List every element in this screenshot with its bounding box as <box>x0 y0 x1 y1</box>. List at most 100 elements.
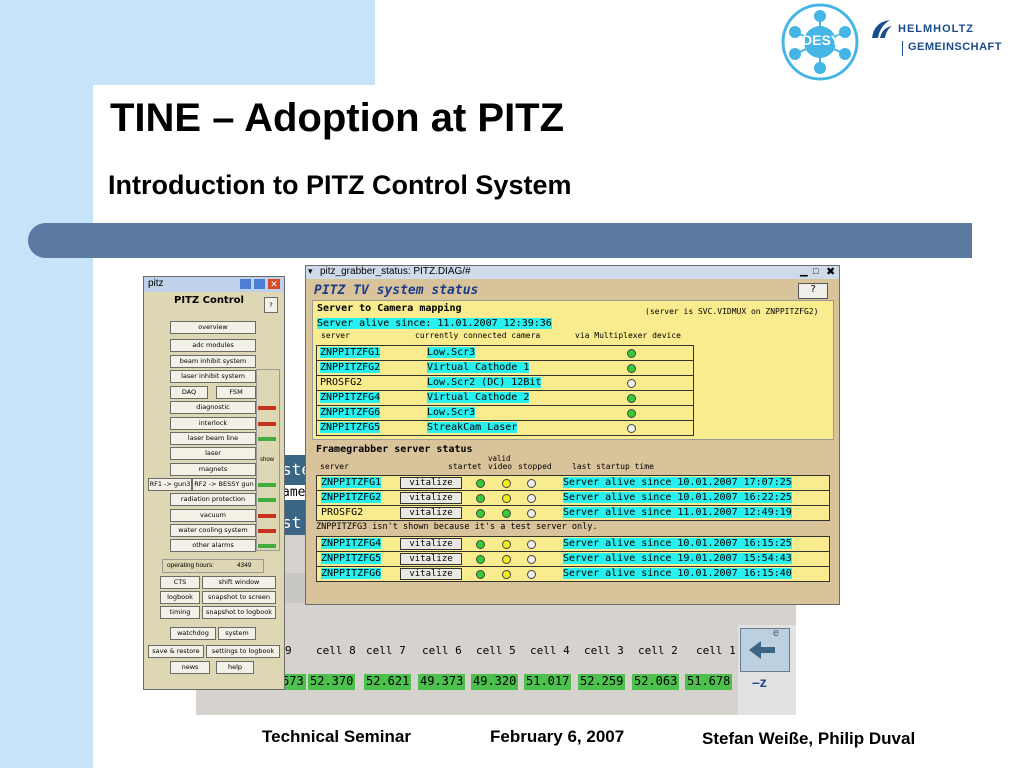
rf1-gun3-button[interactable]: RF1 -> gun3 <box>148 478 192 491</box>
maximize-icon[interactable]: □ <box>813 266 819 276</box>
cell-label-5: cell 5 <box>476 644 516 657</box>
mapping-camera: Low.Scr3 <box>427 347 476 358</box>
cell-label-9: 9 <box>285 644 292 657</box>
stopped-indicator-icon <box>527 509 536 518</box>
top-decor-bar <box>0 0 375 85</box>
startet-indicator-icon <box>476 479 485 488</box>
fg-server: ZNPPITZFG2 <box>321 492 382 503</box>
laser-button[interactable]: laser <box>170 447 256 460</box>
fg-server: PROSFG2 <box>321 507 364 518</box>
left-decor-bar <box>0 0 93 768</box>
pitz-window-title: pitz <box>148 278 164 289</box>
pitz-window-titlebar[interactable]: pitz ✕ <box>144 277 284 292</box>
pitz-heading: PITZ Control <box>174 295 244 306</box>
settings-logbook-button[interactable]: settings to logbook <box>206 645 280 658</box>
beam-direction-button[interactable]: e <box>740 627 790 672</box>
pitz-control-window[interactable]: pitz ✕ PITZ Control ? overview adc modul… <box>143 276 285 690</box>
startet-indicator-icon <box>476 540 485 549</box>
mapping-camera: Low.Scr3 <box>427 407 476 418</box>
daq-button[interactable]: DAQ <box>170 386 208 399</box>
framegrabber-row: ZNPPITZFG6 vitalize Server alive since 1… <box>316 566 830 582</box>
fsm-button[interactable]: FSM <box>216 386 256 399</box>
diagnostic-button[interactable]: diagnostic <box>170 401 256 414</box>
vitalize-button[interactable]: vitalize <box>400 477 462 489</box>
cell-label-2: cell 2 <box>638 644 678 657</box>
laser-beam-line-button[interactable]: laser beam line <box>170 432 256 445</box>
vacuum-button[interactable]: vacuum <box>170 509 256 522</box>
mapping-server: ZNPPITZFG4 <box>320 392 381 403</box>
status-indicator-icon <box>627 394 636 403</box>
mapping-row: ZNPPITZFG1 Low.Scr3 <box>316 345 694 361</box>
vitalize-button[interactable]: vitalize <box>400 492 462 504</box>
laser-beam-indicator <box>258 437 276 441</box>
show-label: show <box>260 457 275 463</box>
fg-status: Server alive since 11.01.2007 12:49:19 <box>563 507 792 518</box>
watchdog-button[interactable]: watchdog <box>170 627 216 640</box>
grabber-window-titlebar[interactable]: ▾ pitz_grabber_status: PITZ.DIAG/# ▁ □ ✖ <box>306 266 839 279</box>
magnets-button[interactable]: magnets <box>170 463 256 476</box>
mapping-row: ZNPPITZFG4 Virtual Cathode 2 <box>316 390 694 406</box>
col-mux: via Multiplexer device <box>575 331 681 340</box>
help-button[interactable]: help <box>216 661 254 674</box>
col-startet: startet <box>448 462 482 471</box>
slide-subtitle: Introduction to PITZ Control System <box>108 170 572 200</box>
snapshot-logbook-button[interactable]: snapshot to logbook <box>202 606 276 619</box>
mapping-camera: Virtual Cathode 2 <box>427 392 530 403</box>
rf-indicator <box>258 483 276 487</box>
helmholtz-line2: GEMEINSCHAFT <box>908 41 1002 53</box>
mapping-camera: Virtual Cathode 1 <box>427 362 530 373</box>
grabber-help-button[interactable]: ? <box>798 283 828 299</box>
mapping-camera: StreakCam Laser <box>427 422 518 433</box>
fg-status: Server alive since 10.01.2007 17:07:25 <box>563 477 792 488</box>
minimize-icon[interactable] <box>240 279 251 289</box>
status-indicator-icon <box>627 409 636 418</box>
mapping-row: ZNPPITZFG2 Virtual Cathode 1 <box>316 360 694 376</box>
logbook-button[interactable]: logbook <box>160 591 200 604</box>
radiation-protection-button[interactable]: radiation protection <box>170 493 256 506</box>
adc-modules-button[interactable]: adc modules <box>170 339 256 352</box>
window-menu-icon[interactable]: ▾ <box>308 266 313 276</box>
col-camera: currently connected camera <box>415 331 541 340</box>
beam-inhibit-button[interactable]: beam inhibit system <box>170 355 256 368</box>
overview-button[interactable]: overview <box>170 321 256 334</box>
startet-indicator-icon <box>476 570 485 579</box>
cell-value-3: 52.259 <box>578 674 626 690</box>
fg-status: Server alive since 10.01.2007 16:15:25 <box>563 538 792 549</box>
shift-window-button[interactable]: shift window <box>202 576 276 589</box>
mapping-server: PROSFG2 <box>320 377 363 388</box>
cell-value-2: 52.063 <box>632 674 680 690</box>
news-button[interactable]: news <box>170 661 210 674</box>
slide-title: TINE – Adoption at PITZ <box>110 96 565 140</box>
col-server: server <box>321 331 350 340</box>
cell-value-8: 52.370 <box>308 674 356 690</box>
water-cooling-button[interactable]: water cooling system <box>170 524 256 537</box>
cell-value-6: 49.373 <box>418 674 466 690</box>
other-alarms-button[interactable]: other alarms <box>170 539 256 552</box>
rf2-bessy-gun-button[interactable]: RF2 -> BESSY gun <box>192 478 256 491</box>
pitz-help-button[interactable]: ? <box>264 297 278 313</box>
snapshot-screen-button[interactable]: snapshot to screen <box>202 591 276 604</box>
footer-center: February 6, 2007 <box>490 727 625 746</box>
valid-video-indicator-icon <box>502 570 511 579</box>
vitalize-button[interactable]: vitalize <box>400 553 462 565</box>
status-indicator-icon <box>627 349 636 358</box>
minimize-icon[interactable]: ▁ <box>800 266 808 277</box>
operating-hours: operating hours: 4349 <box>162 559 264 573</box>
save-restore-button[interactable]: save & restore <box>148 645 204 658</box>
cell-value-7: 52.621 <box>364 674 412 690</box>
cell-value-4: 51.017 <box>524 674 572 690</box>
interlock-button[interactable]: interlock <box>170 417 256 430</box>
laser-inhibit-button[interactable]: laser inhibit system <box>170 370 256 383</box>
cts-button[interactable]: CTS <box>160 576 200 589</box>
vitalize-button[interactable]: vitalize <box>400 538 462 550</box>
grabber-status-window[interactable]: ▾ pitz_grabber_status: PITZ.DIAG/# ▁ □ ✖… <box>305 265 840 605</box>
timing-button[interactable]: timing <box>160 606 200 619</box>
close-icon[interactable]: ✕ <box>268 279 280 289</box>
close-icon[interactable]: ✖ <box>826 266 836 278</box>
mapping-title: Server to Camera mapping <box>317 303 462 314</box>
desy-logo <box>781 3 859 81</box>
system-button[interactable]: system <box>218 627 256 640</box>
vitalize-button[interactable]: vitalize <box>400 507 462 519</box>
maximize-icon[interactable] <box>254 279 265 289</box>
vitalize-button[interactable]: vitalize <box>400 568 462 580</box>
